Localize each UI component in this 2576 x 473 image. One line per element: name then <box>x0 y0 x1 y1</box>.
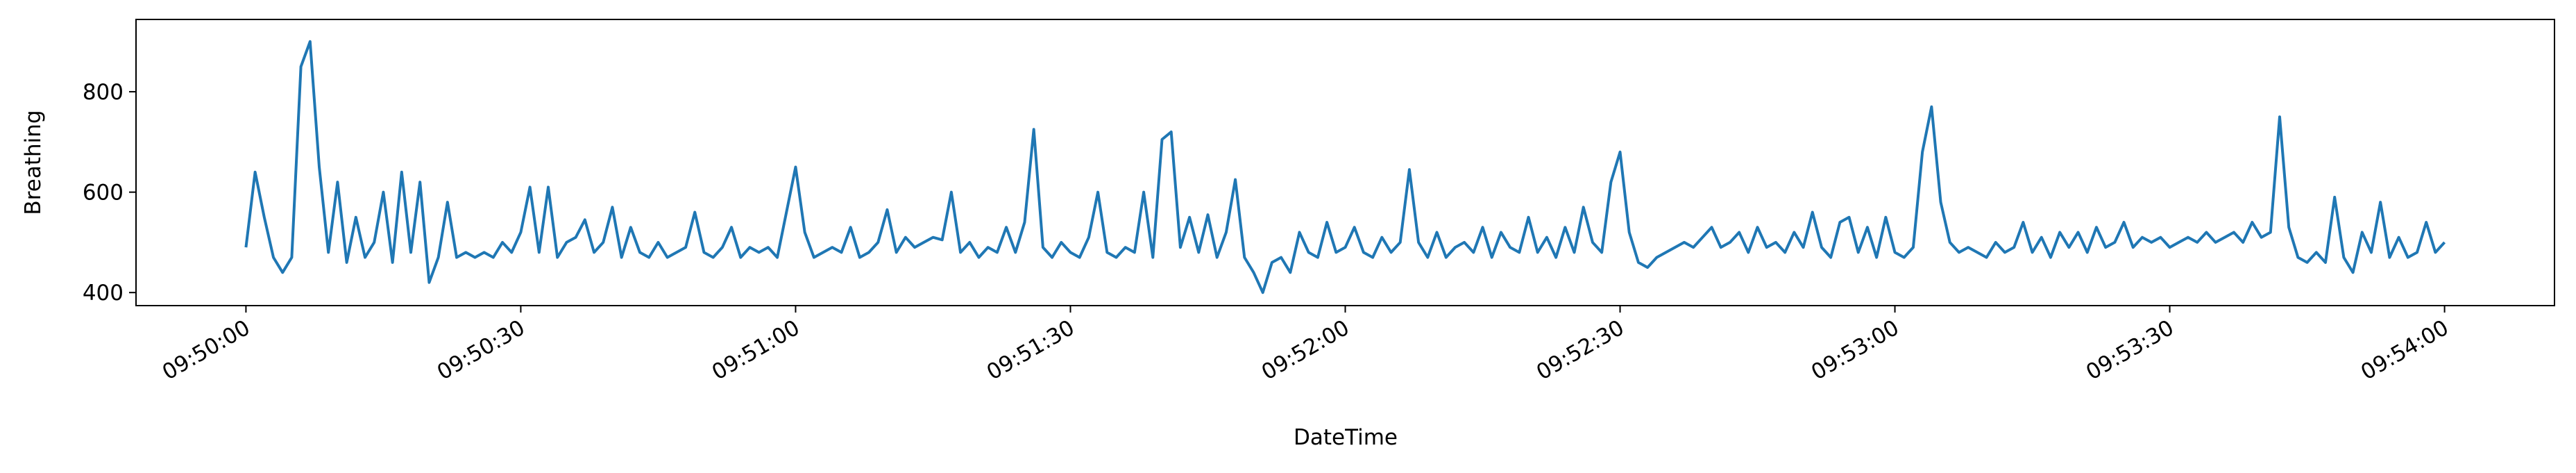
x-tick-label: 09:52:00 <box>1257 315 1354 385</box>
y-axis-label: Breathing <box>21 110 46 215</box>
x-tick-label: 09:50:30 <box>433 315 529 385</box>
x-tick-label: 09:51:30 <box>983 315 1079 385</box>
y-tick-label: 400 <box>83 281 124 306</box>
y-tick-label: 600 <box>83 181 124 206</box>
x-tick-label: 09:52:30 <box>1532 315 1629 385</box>
y-tick-label: 800 <box>83 80 124 105</box>
x-tick-label: 09:50:00 <box>158 315 255 385</box>
x-tick-label: 09:51:00 <box>708 315 804 385</box>
plot-frame <box>135 19 2555 306</box>
data-line <box>244 40 2446 294</box>
x-axis-label: DateTime <box>1294 425 1398 450</box>
x-tick-label: 09:53:30 <box>2082 315 2178 385</box>
x-tick-label: 09:53:00 <box>1807 315 1904 385</box>
x-tick-label: 09:54:00 <box>2357 315 2453 385</box>
